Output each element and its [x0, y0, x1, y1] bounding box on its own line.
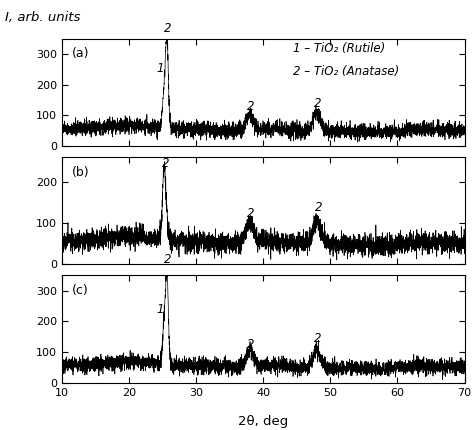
Text: (b): (b)	[72, 166, 89, 178]
Text: 2θ, deg: 2θ, deg	[238, 415, 288, 428]
Text: (a): (a)	[72, 47, 89, 60]
Text: 2: 2	[315, 201, 322, 214]
Text: 2 – TiO₂ (Anatase): 2 – TiO₂ (Anatase)	[293, 64, 400, 77]
Text: 2: 2	[247, 338, 255, 351]
Text: 2: 2	[314, 97, 321, 110]
Text: 2: 2	[162, 157, 169, 170]
Text: 2: 2	[247, 100, 255, 113]
Text: 2: 2	[164, 253, 172, 266]
Text: 2: 2	[247, 207, 255, 220]
Text: 1 – TiO₂ (Rutile): 1 – TiO₂ (Rutile)	[293, 42, 385, 55]
Text: (c): (c)	[72, 284, 89, 297]
Text: 2: 2	[164, 22, 172, 35]
Text: I, arb. units: I, arb. units	[5, 11, 80, 24]
Text: 1: 1	[156, 303, 164, 316]
Text: 1: 1	[156, 62, 164, 75]
Text: 2: 2	[314, 332, 321, 345]
